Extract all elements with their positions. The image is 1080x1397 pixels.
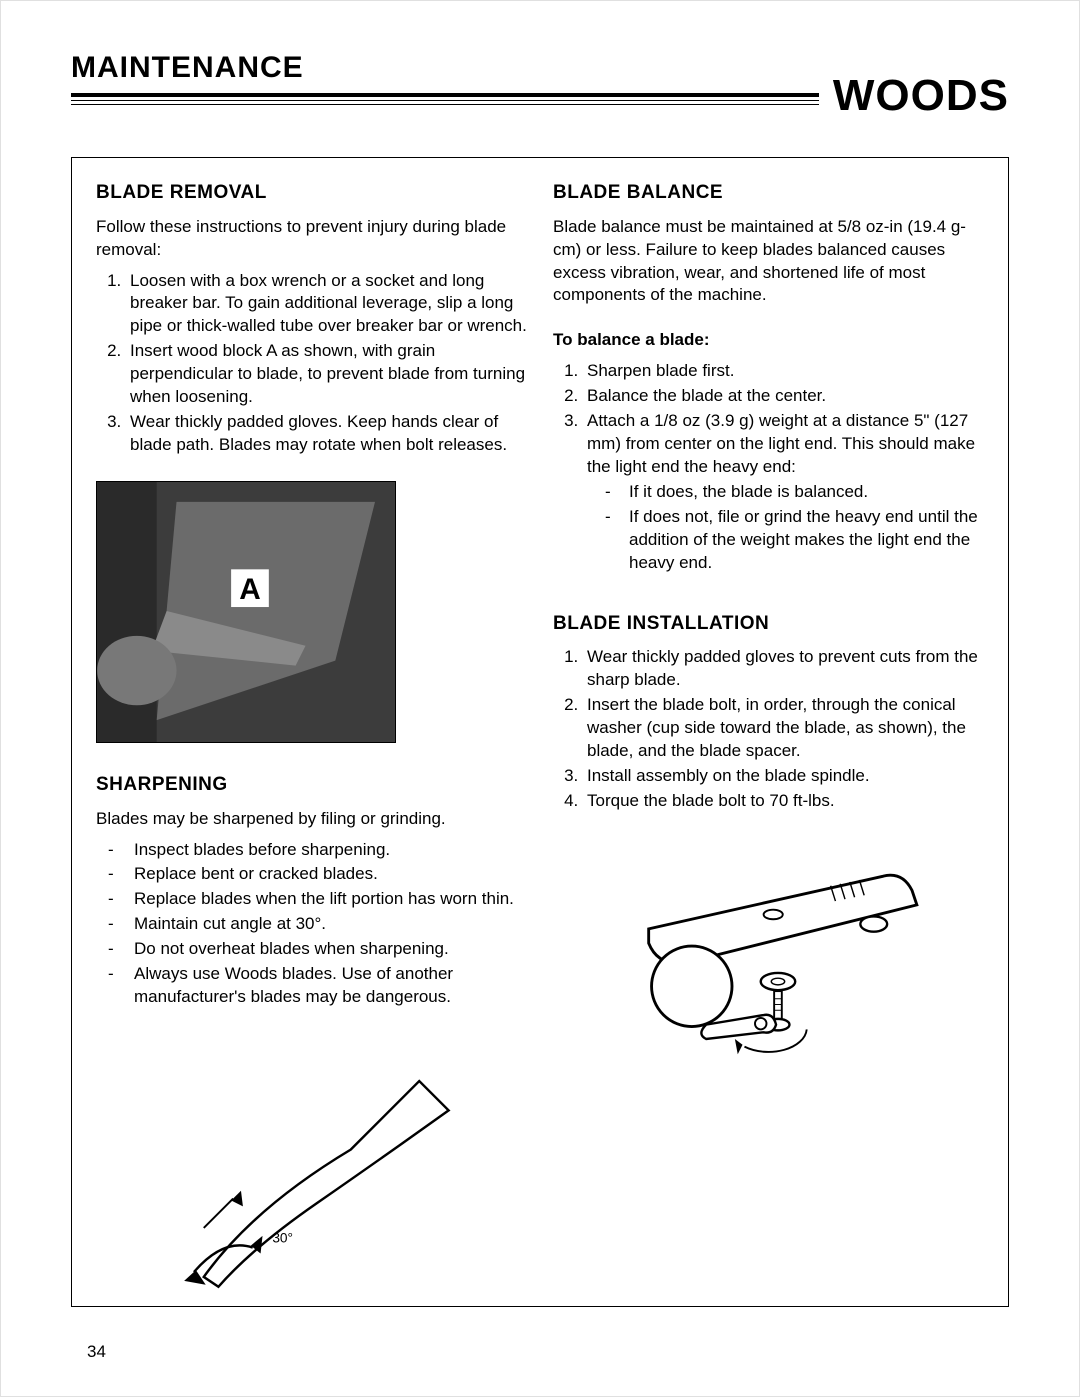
list-item: Replace blades when the lift portion has… — [108, 888, 527, 911]
list-item: Do not overheat blades when sharpening. — [108, 938, 527, 961]
balance-heading: BLADE BALANCE — [553, 180, 984, 206]
sharpening-heading: SHARPENING — [96, 772, 527, 798]
list-item: Sharpen blade first. — [583, 360, 984, 383]
list-item: Insert the blade bolt, in order, through… — [583, 694, 984, 763]
list-item: Torque the blade bolt to 70 ft-lbs. — [583, 790, 984, 813]
brand-logo: WOODS — [819, 71, 1009, 121]
sharpening-intro: Blades may be sharpened by filing or gri… — [96, 808, 527, 831]
angle-label: 30° — [272, 1231, 293, 1246]
balance-intro: Blade balance must be maintained at 5/8 … — [553, 216, 984, 308]
list-item: Always use Woods blades. Use of another … — [108, 963, 527, 1009]
list-item: Inspect blades before sharpening. — [108, 839, 527, 862]
list-item: If it does, the blade is balanced. — [605, 481, 984, 504]
balance-steps: Sharpen blade first. Balance the blade a… — [553, 360, 984, 574]
blade-install-diagram — [596, 833, 941, 1063]
balance-subheading: To balance a blade: — [553, 329, 984, 352]
balance-sub-bullets: If it does, the blade is balanced. If do… — [587, 481, 984, 575]
right-column: BLADE BALANCE Blade balance must be main… — [553, 180, 984, 1284]
list-item: Insert wood block A as shown, with grain… — [126, 340, 527, 409]
install-steps: Wear thickly padded gloves to prevent cu… — [553, 646, 984, 813]
left-column: BLADE REMOVAL Follow these instructions … — [96, 180, 527, 1284]
list-item: Attach a 1/8 oz (3.9 g) weight at a dist… — [583, 410, 984, 575]
list-item: Wear thickly padded gloves to prevent cu… — [583, 646, 984, 692]
page-number: 34 — [87, 1342, 106, 1362]
page: MAINTENANCE WOODS BLADE REMOVAL Follow t… — [0, 0, 1080, 1397]
list-item: Wear thickly padded gloves. Keep hands c… — [126, 411, 527, 457]
removal-steps: Loosen with a box wrench or a socket and… — [96, 270, 527, 458]
list-item: Loosen with a box wrench or a socket and… — [126, 270, 527, 339]
list-item: Replace bent or cracked blades. — [108, 863, 527, 886]
list-item: Balance the blade at the center. — [583, 385, 984, 408]
blade-removal-photo: A — [96, 481, 396, 743]
removal-intro: Follow these instructions to prevent inj… — [96, 216, 527, 262]
sharpening-bullets: Inspect blades before sharpening. Replac… — [96, 839, 527, 1010]
photo-label: A — [239, 573, 261, 606]
list-item: If does not, file or grind the heavy end… — [605, 506, 984, 575]
blade-angle-diagram: 30° — [96, 1049, 527, 1309]
removal-heading: BLADE REMOVAL — [96, 180, 527, 206]
install-heading: BLADE INSTALLATION — [553, 611, 984, 637]
section-label: MAINTENANCE — [71, 51, 304, 85]
list-item: Install assembly on the blade spindle. — [583, 765, 984, 788]
list-item: Maintain cut angle at 30°. — [108, 913, 527, 936]
content-box: BLADE REMOVAL Follow these instructions … — [71, 157, 1009, 1307]
